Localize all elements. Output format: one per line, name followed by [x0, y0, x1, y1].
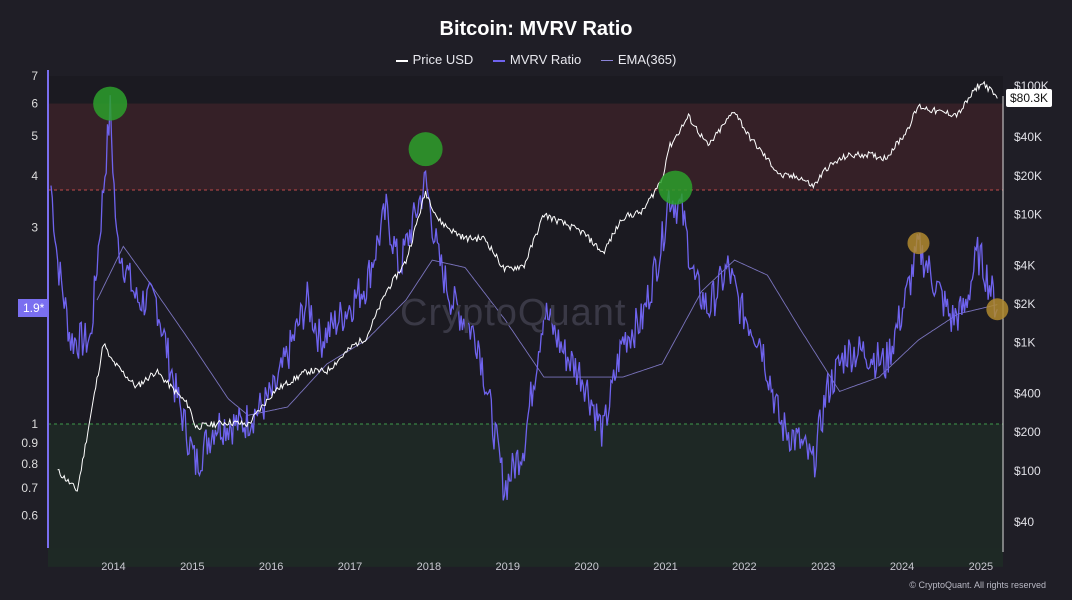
y-right-tick-100: $100 [1014, 464, 1041, 478]
y-left-tick-7: 7 [31, 69, 38, 83]
watermark: CryptoQuant [400, 292, 627, 334]
y-left-tick-1: 1 [31, 417, 38, 431]
x-tick-2023: 2023 [811, 561, 835, 573]
y-right-tick-10K: $10K [1014, 207, 1042, 221]
y-left-tick-0.7: 0.7 [21, 481, 38, 495]
y-left-tick-0.6: 0.6 [21, 508, 38, 522]
legend-label-ema: EMA(365) [617, 52, 677, 67]
y-right-tick-40K: $40K [1014, 130, 1042, 144]
y-left-tick-4: 4 [31, 169, 38, 183]
x-tick-2017: 2017 [338, 561, 362, 573]
y-right-tick-40: $40 [1014, 515, 1034, 529]
y-right-tick-2K: $2K [1014, 297, 1035, 311]
series-price-usd [57, 80, 998, 492]
legend-item-mvrv[interactable]: MVRV Ratio [492, 52, 582, 67]
y-left-tick-0.8: 0.8 [21, 457, 38, 471]
legend-label-mvrv: MVRV Ratio [509, 52, 582, 67]
zone-band-0 [48, 103, 1003, 191]
x-tick-2019: 2019 [496, 561, 520, 573]
legend-swatch-mvrv [492, 59, 505, 62]
x-tick-2025: 2025 [969, 561, 993, 573]
x-tick-2016: 2016 [259, 561, 283, 573]
x-tick-2024: 2024 [890, 561, 914, 573]
marker-4 [986, 298, 1009, 321]
credit-text: © CryptoQuant. All rights reserved [909, 580, 1046, 590]
y-left-tick-6: 6 [31, 97, 38, 111]
legend-item-ema[interactable]: EMA(365) [600, 52, 677, 67]
y-right-tick-20K: $20K [1014, 169, 1042, 183]
marker-3 [907, 232, 930, 255]
chart-title: Bitcoin: MVRV Ratio [439, 18, 633, 40]
x-tick-2020: 2020 [574, 561, 598, 573]
marker-1 [408, 132, 443, 167]
y-right-tick-4K: $4K [1014, 258, 1035, 272]
current-mvrv-label: 1.9* [18, 299, 50, 318]
last-price-label: $80.3K [1006, 89, 1053, 108]
legend-label-price: Price USD [412, 52, 474, 67]
y-right-tick-1K: $1K [1014, 336, 1035, 350]
legend-swatch-ema [600, 60, 613, 62]
x-tick-2014: 2014 [101, 561, 125, 573]
y-left-tick-5: 5 [31, 129, 38, 143]
y-left-tick-3: 3 [31, 221, 38, 235]
y-left-tick-0.9: 0.9 [21, 436, 38, 450]
legend-item-price[interactable]: Price USD [395, 52, 474, 67]
series-mvrv-ratio [50, 95, 998, 501]
x-tick-2018: 2018 [417, 561, 441, 573]
marker-2 [658, 170, 693, 205]
x-tick-2022: 2022 [732, 561, 756, 573]
y-right-tick-400: $400 [1014, 387, 1041, 401]
x-tick-2015: 2015 [180, 561, 204, 573]
legend-swatch-price [395, 59, 408, 62]
y-right-tick-200: $200 [1014, 425, 1041, 439]
x-tick-2021: 2021 [653, 561, 677, 573]
marker-0 [93, 86, 128, 121]
legend: Price USD MVRV Ratio EMA(365) [0, 52, 1072, 67]
